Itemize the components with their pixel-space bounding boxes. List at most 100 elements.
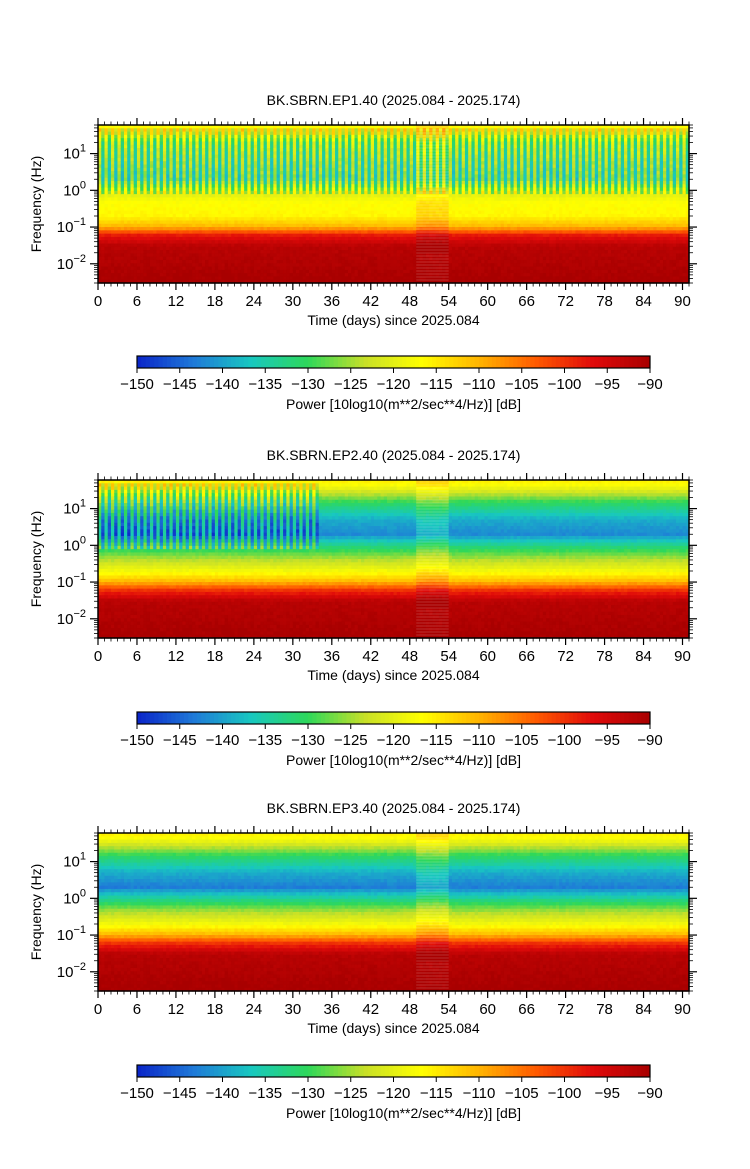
x-tick-label: 42 — [362, 293, 379, 310]
colorbar-tick-label: −140 — [206, 1085, 240, 1102]
colorbar-tick-label: −120 — [377, 1085, 411, 1102]
x-tick-label: 84 — [635, 1001, 652, 1018]
colorbar-tick-label: −140 — [206, 732, 240, 749]
colorbar-tick-label: −145 — [163, 376, 197, 393]
colorbar-tick-label: −105 — [505, 1085, 539, 1102]
colorbar-tick-label: −100 — [548, 732, 582, 749]
colorbar-tick-label: −130 — [291, 1085, 325, 1102]
x-tick-label: 36 — [323, 293, 340, 310]
x-tick-label: 54 — [440, 648, 457, 665]
y-tick-label: 10−2 — [57, 608, 86, 628]
colorbar-tick-label: −130 — [291, 732, 325, 749]
x-tick-label: 54 — [440, 293, 457, 310]
x-tick-label: 6 — [133, 293, 141, 310]
y-tick-label: 10−1 — [57, 924, 86, 944]
colorbar-label: Power [10log10(m**2/sec**4/Hz)] [dB] — [286, 1105, 521, 1121]
x-tick-label: 42 — [362, 648, 379, 665]
x-tick-label: 78 — [596, 293, 613, 310]
x-tick-label: 84 — [635, 648, 652, 665]
x-tick-label: 90 — [674, 648, 691, 665]
colorbar-tick-label: −90 — [637, 376, 662, 393]
colorbar-tick-label: −150 — [120, 1085, 154, 1102]
x-tick-label: 24 — [246, 293, 263, 310]
y-axis-label: Frequency (Hz) — [28, 864, 44, 960]
x-tick-label: 54 — [440, 1001, 457, 1018]
colorbar-tick-label: −95 — [595, 732, 620, 749]
x-tick-label: 30 — [284, 648, 301, 665]
y-tick-label: 100 — [63, 887, 86, 907]
x-tick-label: 30 — [284, 1001, 301, 1018]
colorbar-tick-label: −115 — [420, 732, 453, 749]
x-tick-label: 66 — [518, 1001, 535, 1018]
colorbar-tick-label: −105 — [505, 376, 539, 393]
x-tick-label: 18 — [207, 1001, 224, 1018]
x-tick-label: 12 — [168, 1001, 185, 1018]
colorbar-tick-label: −115 — [420, 1085, 453, 1102]
x-tick-label: 36 — [323, 1001, 340, 1018]
x-tick-label: 78 — [596, 1001, 613, 1018]
heatmap-cells — [98, 125, 690, 284]
x-tick-label: 12 — [168, 293, 185, 310]
x-tick-label: 0 — [94, 1001, 102, 1018]
y-tick-label: 10−1 — [57, 571, 86, 591]
colorbar-tick-label: −120 — [377, 376, 411, 393]
colorbar-tick-label: −150 — [120, 376, 154, 393]
colorbar-tick-label: −135 — [248, 732, 282, 749]
colorbar-tick-label: −110 — [463, 376, 496, 393]
colorbar-tick-label: −135 — [248, 376, 282, 393]
x-tick-label: 24 — [246, 648, 263, 665]
x-tick-label: 66 — [518, 648, 535, 665]
colorbar-tick-label: −95 — [595, 1085, 620, 1102]
x-tick-label: 36 — [323, 648, 340, 665]
y-tick-label: 100 — [63, 534, 86, 554]
x-tick-label: 60 — [479, 1001, 496, 1018]
x-tick-label: 78 — [596, 648, 613, 665]
colorbar-tick-label: −110 — [463, 1085, 496, 1102]
colorbar: −150 −145 −140 −135 −130 −125 −120 −115 −110 −105… — [120, 356, 663, 412]
y-tick-label: 101 — [63, 498, 86, 518]
colorbar-tick-label: −125 — [334, 732, 368, 749]
colorbar-tick-label: −95 — [595, 376, 620, 393]
colorbar-tick-label: −100 — [548, 1085, 582, 1102]
x-axis-label: Time (days) since 2025.084 — [307, 667, 479, 683]
colorbar-label: Power [10log10(m**2/sec**4/Hz)] [dB] — [286, 752, 521, 768]
x-tick-label: 18 — [207, 648, 224, 665]
colorbar-tick-label: −110 — [463, 732, 496, 749]
x-tick-label: 24 — [246, 1001, 263, 1018]
colorbar-tick-label: −140 — [206, 376, 240, 393]
heatmap-cells — [98, 833, 690, 992]
colorbar-tick-label: −90 — [637, 1085, 662, 1102]
y-axis-label: Frequency (Hz) — [28, 511, 44, 607]
colorbar: −150 −145 −140 −135 −130 −125 −120 −115 −110 −105… — [120, 1065, 663, 1121]
x-tick-label: 66 — [518, 293, 535, 310]
colorbar-tick-label: −125 — [334, 376, 368, 393]
colorbar-tick-label: −100 — [548, 376, 582, 393]
colorbar-tick-label: −135 — [248, 1085, 282, 1102]
y-tick-label: 10−2 — [57, 961, 86, 981]
x-tick-label: 60 — [479, 293, 496, 310]
x-tick-label: 12 — [168, 648, 185, 665]
x-tick-label: 42 — [362, 1001, 379, 1018]
colorbar-tick-label: −145 — [163, 1085, 197, 1102]
colorbar-tick-label: −115 — [420, 376, 453, 393]
y-tick-label: 10−2 — [57, 253, 86, 273]
colorbar-tick-label: −130 — [291, 376, 325, 393]
y-tick-label: 100 — [63, 179, 86, 199]
x-tick-label: 90 — [674, 293, 691, 310]
spectrogram-panel-1: BK.SBRN.EP1.40 (2025.084 - 2025.174)0 6 12… — [28, 92, 697, 412]
y-tick-label: 101 — [63, 851, 86, 871]
spectrogram-panel-2: BK.SBRN.EP2.40 (2025.084 - 2025.174)0 6 12… — [28, 447, 697, 768]
x-tick-label: 90 — [674, 1001, 691, 1018]
panel-title: BK.SBRN.EP1.40 (2025.084 - 2025.174) — [267, 92, 521, 108]
colorbar-tick-label: −150 — [120, 732, 154, 749]
x-tick-label: 60 — [479, 648, 496, 665]
x-tick-label: 48 — [401, 1001, 418, 1018]
x-tick-label: 0 — [94, 648, 102, 665]
x-axis-label: Time (days) since 2025.084 — [307, 312, 479, 328]
x-tick-label: 18 — [207, 293, 224, 310]
colorbar-label: Power [10log10(m**2/sec**4/Hz)] [dB] — [286, 396, 521, 412]
colorbar: −150 −145 −140 −135 −130 −125 −120 −115 −110 −105… — [120, 712, 663, 768]
y-tick-label: 101 — [63, 143, 86, 163]
heatmap-cells — [98, 480, 690, 639]
